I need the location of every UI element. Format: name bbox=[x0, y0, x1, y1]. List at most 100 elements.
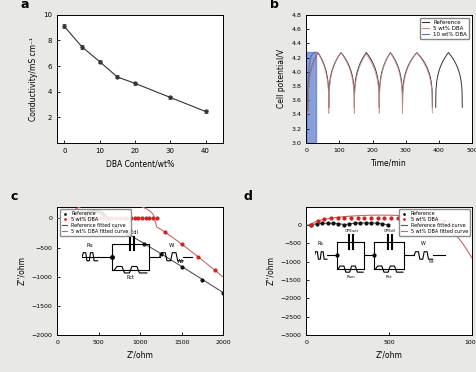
Point bbox=[383, 222, 391, 228]
Point bbox=[134, 215, 142, 221]
Point bbox=[433, 216, 440, 222]
Point bbox=[380, 215, 387, 221]
Point bbox=[198, 276, 206, 282]
Point bbox=[157, 251, 165, 257]
Y-axis label: Z''/ohm: Z''/ohm bbox=[17, 256, 26, 285]
Point bbox=[313, 218, 321, 224]
Point bbox=[145, 215, 153, 221]
Point bbox=[307, 222, 314, 228]
Point bbox=[350, 220, 358, 226]
Point bbox=[87, 208, 94, 214]
Point bbox=[71, 215, 79, 221]
Point bbox=[334, 221, 342, 227]
Point bbox=[98, 210, 106, 216]
Point bbox=[140, 241, 148, 247]
Point bbox=[127, 215, 134, 221]
Point bbox=[373, 215, 381, 221]
Y-axis label: Conductivity/mS cm⁻¹: Conductivity/mS cm⁻¹ bbox=[29, 37, 38, 121]
Point bbox=[312, 221, 320, 227]
Point bbox=[102, 215, 110, 221]
Point bbox=[142, 215, 149, 221]
Point bbox=[413, 215, 420, 221]
Point bbox=[333, 215, 341, 221]
Point bbox=[68, 215, 75, 221]
Point bbox=[386, 215, 394, 221]
Point bbox=[393, 215, 400, 221]
Point bbox=[97, 215, 105, 221]
Point bbox=[345, 221, 352, 227]
Point bbox=[105, 215, 112, 221]
Point bbox=[116, 215, 123, 221]
Point bbox=[178, 241, 185, 247]
Point bbox=[372, 220, 380, 226]
Point bbox=[124, 231, 131, 237]
Y-axis label: Z''/ohm: Z''/ohm bbox=[266, 256, 274, 285]
Point bbox=[317, 221, 325, 227]
Point bbox=[112, 215, 119, 221]
Point bbox=[75, 215, 83, 221]
Legend: Reference, 5 wt% DBA, Reference fitted curve, 5 wt% DBA fitted curve: Reference, 5 wt% DBA, Reference fitted c… bbox=[398, 209, 469, 236]
Point bbox=[138, 215, 146, 221]
Point bbox=[64, 215, 72, 221]
Point bbox=[101, 215, 109, 221]
Point bbox=[327, 215, 334, 221]
Point bbox=[377, 221, 385, 227]
Point bbox=[96, 209, 103, 215]
Point bbox=[123, 215, 131, 221]
Text: a: a bbox=[20, 0, 29, 12]
Point bbox=[323, 220, 331, 226]
Point bbox=[109, 215, 116, 221]
Y-axis label: Cell potential/V: Cell potential/V bbox=[276, 49, 285, 108]
X-axis label: DBA Content/wt%: DBA Content/wt% bbox=[106, 159, 174, 168]
Point bbox=[149, 215, 157, 221]
Point bbox=[111, 224, 119, 230]
Point bbox=[79, 215, 87, 221]
Point bbox=[360, 215, 367, 221]
Point bbox=[340, 215, 347, 221]
Point bbox=[86, 215, 94, 221]
X-axis label: Z'/ohm: Z'/ohm bbox=[127, 350, 153, 359]
Point bbox=[406, 215, 414, 221]
Point bbox=[353, 215, 361, 221]
Point bbox=[90, 215, 98, 221]
Point bbox=[84, 209, 92, 215]
Point bbox=[356, 220, 363, 226]
Point bbox=[347, 215, 354, 221]
Point bbox=[439, 218, 447, 224]
Point bbox=[82, 215, 90, 221]
Point bbox=[161, 229, 169, 235]
Point bbox=[119, 215, 127, 221]
Point bbox=[367, 220, 374, 226]
Point bbox=[130, 215, 138, 221]
Point bbox=[419, 215, 427, 221]
Point bbox=[82, 211, 89, 217]
Point bbox=[80, 215, 88, 221]
Text: c: c bbox=[11, 190, 18, 203]
Point bbox=[339, 222, 347, 228]
Legend: Reference, 5 wt% DBA, 10 wt% DBA: Reference, 5 wt% DBA, 10 wt% DBA bbox=[419, 17, 468, 39]
Point bbox=[94, 215, 101, 221]
Point bbox=[426, 215, 434, 221]
Point bbox=[307, 222, 314, 228]
Point bbox=[93, 208, 101, 214]
X-axis label: Time/min: Time/min bbox=[371, 158, 406, 167]
Point bbox=[89, 208, 97, 214]
Point bbox=[399, 215, 407, 221]
Point bbox=[91, 208, 99, 214]
Text: b: b bbox=[269, 0, 278, 12]
Point bbox=[100, 212, 108, 218]
Legend: Reference, 5 wt% DBA, Reference fitted curve, 5 wt% DBA fitted curve: Reference, 5 wt% DBA, Reference fitted c… bbox=[60, 209, 130, 236]
Point bbox=[105, 215, 112, 221]
Point bbox=[194, 254, 202, 260]
Point bbox=[211, 267, 218, 273]
Point bbox=[328, 220, 336, 226]
Point bbox=[178, 264, 185, 270]
Point bbox=[320, 216, 327, 222]
Point bbox=[367, 215, 374, 221]
Text: d: d bbox=[243, 190, 251, 203]
Point bbox=[361, 220, 369, 226]
Point bbox=[446, 222, 454, 228]
Point bbox=[153, 215, 160, 221]
Point bbox=[219, 290, 227, 296]
X-axis label: Z'/ohm: Z'/ohm bbox=[375, 350, 402, 359]
